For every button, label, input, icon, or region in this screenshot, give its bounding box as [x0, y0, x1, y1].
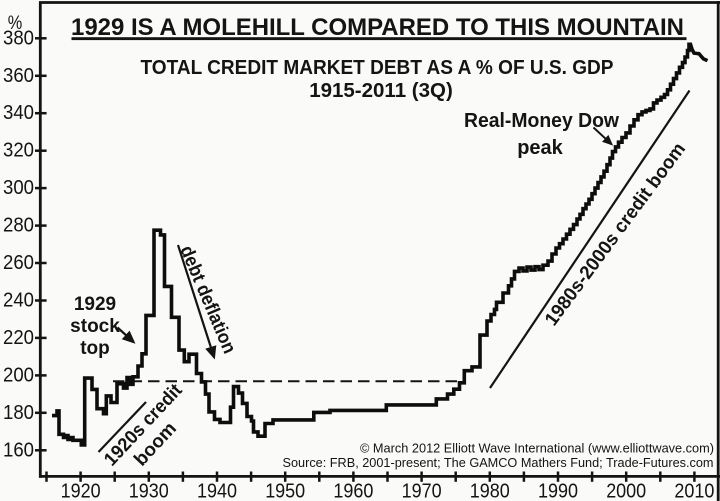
svg-text:© March 2012 Elliott Wave Inte: © March 2012 Elliott Wave International …	[360, 442, 714, 456]
svg-text:260: 260	[3, 252, 34, 274]
svg-text:stock: stock	[70, 316, 120, 337]
svg-text:Real-Money Dow: Real-Money Dow	[464, 110, 619, 132]
svg-text:1940: 1940	[197, 481, 237, 501]
svg-text:1929: 1929	[74, 294, 116, 315]
svg-text:1970: 1970	[402, 481, 442, 501]
svg-text:360: 360	[3, 65, 34, 87]
svg-text:%: %	[8, 13, 23, 34]
svg-text:1950: 1950	[265, 481, 305, 501]
svg-text:220: 220	[3, 327, 34, 349]
svg-text:1980: 1980	[470, 481, 510, 501]
svg-text:340: 340	[3, 102, 34, 124]
svg-text:380: 380	[3, 27, 34, 49]
svg-text:320: 320	[3, 140, 34, 162]
svg-text:1960: 1960	[333, 481, 373, 501]
svg-text:TOTAL CREDIT MARKET DEBT AS A: TOTAL CREDIT MARKET DEBT AS A % OF U.S. …	[141, 56, 614, 79]
svg-text:300: 300	[3, 177, 34, 199]
svg-text:top: top	[80, 338, 110, 359]
svg-text:2000: 2000	[606, 481, 646, 501]
svg-text:240: 240	[3, 290, 34, 312]
svg-text:peak: peak	[517, 137, 563, 159]
svg-text:1990: 1990	[538, 481, 578, 501]
svg-text:Source: FRB, 2001-present; The: Source: FRB, 2001-present; The GAMCO Mat…	[283, 456, 714, 470]
svg-text:200: 200	[3, 364, 34, 386]
svg-text:1920: 1920	[61, 481, 101, 501]
svg-text:2010: 2010	[674, 481, 714, 501]
svg-text:1915-2011 (3Q): 1915-2011 (3Q)	[309, 79, 453, 102]
svg-text:160: 160	[3, 439, 34, 461]
svg-text:1930: 1930	[129, 481, 169, 501]
svg-text:1929 IS A MOLEHILL COMPARED TO: 1929 IS A MOLEHILL COMPARED TO THIS MOUN…	[71, 14, 684, 41]
svg-text:1980s-2000s credit boom: 1980s-2000s credit boom	[541, 139, 690, 330]
svg-text:180: 180	[3, 402, 34, 424]
svg-text:280: 280	[3, 215, 34, 237]
